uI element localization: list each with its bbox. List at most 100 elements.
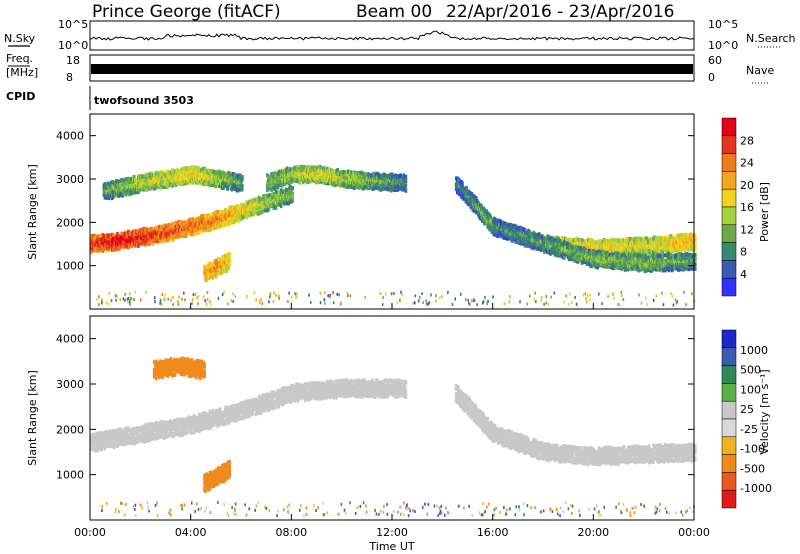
- power-cell: [198, 230, 201, 235]
- power-cell: [378, 177, 381, 182]
- power-cell: [283, 181, 287, 186]
- power-cell: [162, 184, 165, 189]
- power-cell: [200, 222, 203, 227]
- power-cell: [324, 174, 328, 179]
- power-cell: [322, 165, 326, 170]
- power-cell: [228, 260, 232, 265]
- nsearch-tick-bottom: 10^0: [708, 39, 738, 52]
- power-cell: [205, 182, 208, 187]
- freq-trace: [91, 64, 693, 74]
- power-cell: [274, 205, 278, 210]
- power-cell: [263, 205, 266, 210]
- power-cell: [239, 180, 243, 185]
- power-cell: [104, 182, 108, 187]
- power-cell: [238, 173, 242, 178]
- nsky-tick-top: 10^5: [58, 18, 88, 31]
- power-cell: [260, 209, 264, 214]
- power-cell: [346, 185, 350, 190]
- power-cell: [349, 182, 352, 187]
- power-cell: [180, 174, 183, 179]
- power-cell: [150, 235, 154, 240]
- power-cell: [171, 183, 175, 188]
- power-cell: [122, 191, 126, 196]
- power-cell: [204, 168, 207, 173]
- power-cell: [225, 269, 228, 274]
- power-cell: [297, 166, 301, 171]
- power-cell: [372, 174, 375, 179]
- power-cell: [109, 186, 113, 191]
- nave-label: Nave: [746, 64, 774, 77]
- power-cell: [214, 184, 218, 189]
- power-cell: [404, 177, 408, 182]
- power-cell: [200, 181, 203, 186]
- power-cell: [214, 173, 218, 178]
- power-cell: [226, 263, 229, 268]
- power-cell: [314, 171, 318, 176]
- power-cell: [146, 172, 150, 177]
- cpid-panel: CPID twofsound 3503: [6, 86, 194, 110]
- power-cell: [308, 165, 311, 170]
- power-cell: [267, 178, 270, 183]
- power-cell: [294, 165, 298, 170]
- power-cell: [276, 185, 280, 190]
- power-cell: [171, 172, 175, 177]
- power-cell: [385, 177, 389, 182]
- power-cell: [171, 237, 175, 242]
- power-cell: [372, 171, 375, 176]
- power-cell: [211, 182, 215, 187]
- power-cell: [325, 166, 329, 171]
- power-cell: [228, 262, 232, 267]
- power-cell: [226, 175, 229, 180]
- power-cell: [227, 210, 230, 215]
- power-cell: [216, 173, 220, 178]
- power-cell: [203, 273, 206, 278]
- power-cell: [157, 184, 160, 189]
- date-range: 22/Apr/2016 - 23/Apr/2016: [446, 2, 674, 22]
- power-cell: [116, 231, 119, 236]
- freq-panel: Freq. [MHz] 18 8 60 0 Nave: [6, 52, 774, 84]
- power-cell: [140, 228, 143, 233]
- freq-tick-top: 18: [66, 54, 80, 67]
- nave-tick-bottom: 0: [708, 71, 715, 84]
- power-cell: [214, 274, 218, 279]
- power-cell: [126, 238, 130, 243]
- power-cell: [218, 256, 222, 261]
- power-cell: [132, 174, 136, 179]
- power-cell: [256, 203, 260, 208]
- power-cell: [215, 170, 219, 175]
- power-cell: [387, 187, 391, 192]
- power-cell: [271, 172, 275, 177]
- power-cell: [298, 180, 302, 185]
- power-cell: [257, 195, 261, 200]
- power-cell: [317, 173, 321, 178]
- power-cell: [303, 177, 307, 182]
- power-cell: [290, 179, 293, 184]
- power-cell: [223, 175, 226, 180]
- power-cell: [215, 260, 219, 265]
- power-cell: [274, 175, 278, 180]
- power-cell: [206, 263, 209, 268]
- power-cell: [389, 188, 393, 193]
- power-cell: [220, 263, 223, 268]
- power-cell: [329, 172, 332, 177]
- power-cell: [228, 213, 232, 218]
- power-cell: [189, 220, 193, 225]
- power-cell: [203, 264, 206, 269]
- power-cell: [156, 238, 159, 243]
- power-cell: [166, 238, 170, 243]
- power-cell: [153, 237, 157, 242]
- nave-tick-top: 60: [708, 54, 722, 67]
- power-cell: [106, 248, 110, 253]
- power-cell: [229, 178, 233, 183]
- power-cell: [102, 233, 106, 238]
- power-cell: [299, 164, 303, 169]
- station-title: Prince George (fitACF): [92, 2, 281, 22]
- power-cell: [241, 215, 244, 220]
- nsky-tick-bottom: 10^0: [58, 39, 88, 52]
- power-cell: [255, 197, 259, 202]
- power-cell: [404, 174, 408, 179]
- power-cell: [282, 188, 286, 193]
- power-cell: [461, 181, 464, 186]
